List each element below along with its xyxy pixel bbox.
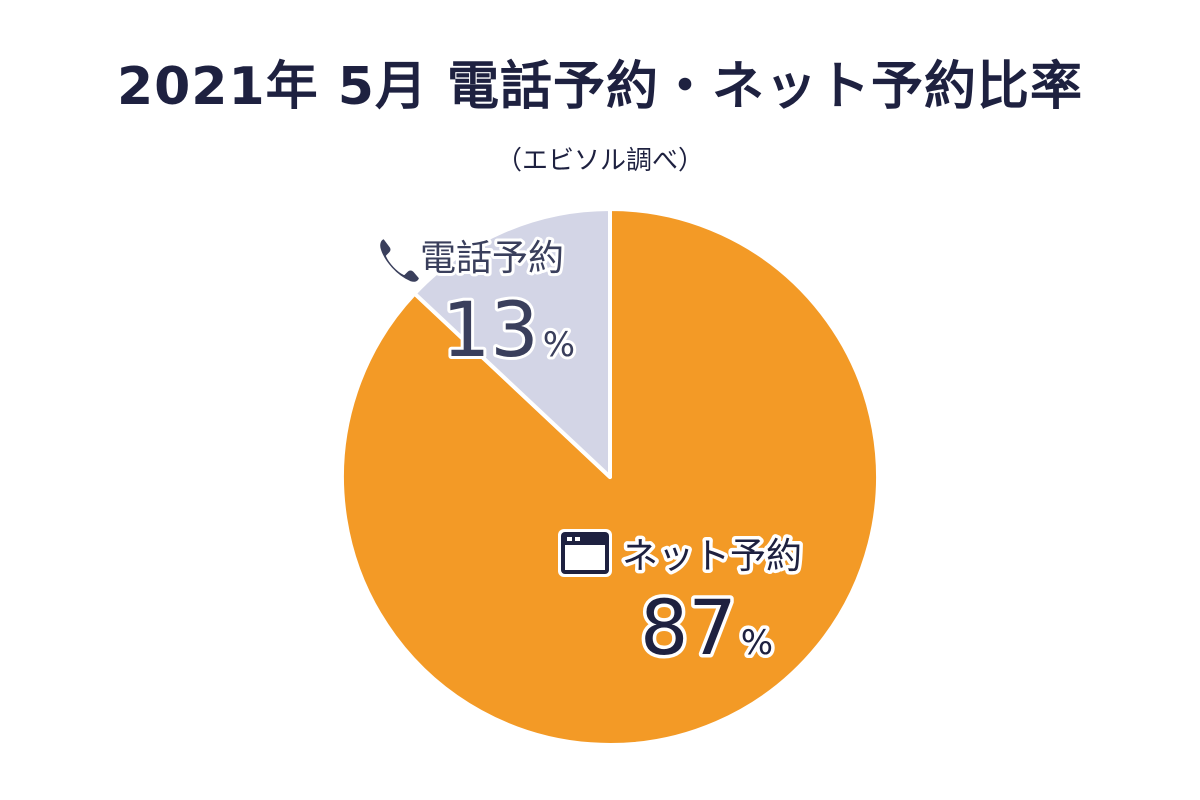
chart-subtitle: （エビソル調べ） <box>495 146 704 176</box>
browser-window-icon <box>558 529 612 577</box>
net-slice-label: ネット予約 87% <box>558 529 806 676</box>
phone-slice-value: 13% <box>442 285 575 374</box>
phone-slice-label: 電話予約 13% <box>378 235 578 377</box>
pie-slice-phone <box>412 207 612 479</box>
net-value-unit: % <box>741 623 773 663</box>
net-slice-name: ネット予約 <box>622 536 802 577</box>
chart-title: 2021年 5月 電話予約・ネット予約比率 <box>116 57 1084 117</box>
net-value-number: 87 <box>640 583 737 672</box>
phone-value-unit: % <box>543 325 575 365</box>
phone-slice-name: 電話予約 <box>420 238 564 279</box>
phone-value-number: 13 <box>442 285 539 374</box>
net-slice-value: 87% <box>640 583 773 672</box>
pie-slices <box>340 207 880 747</box>
phone-icon <box>378 237 421 284</box>
